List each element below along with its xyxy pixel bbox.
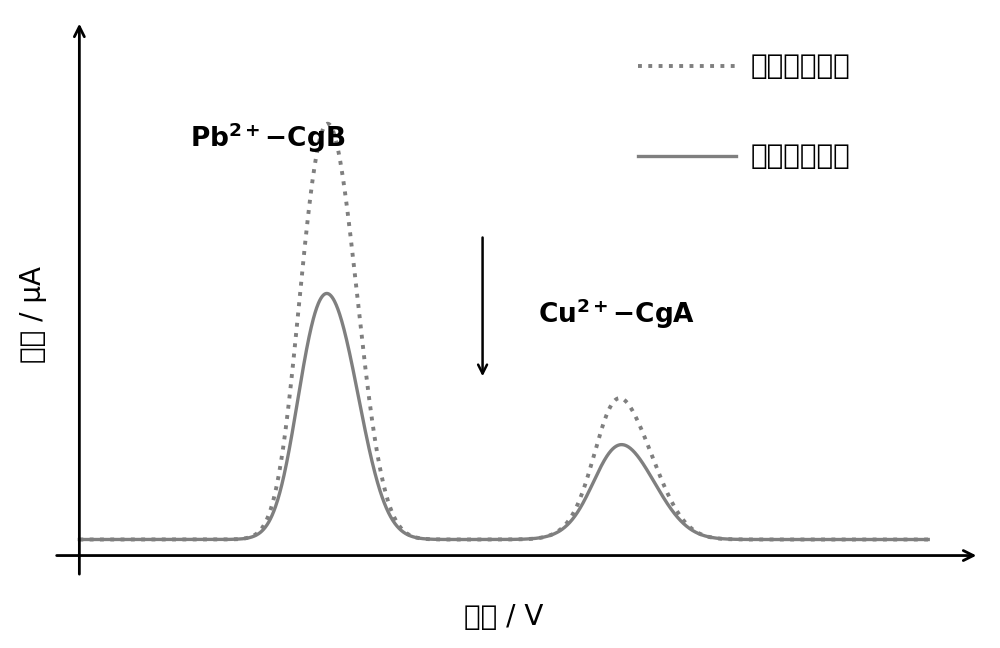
加入目标物后 (742, 535, 754, 543)
加入目标物后 (73, 536, 85, 544)
加入目标物后 (464, 536, 476, 544)
加入目标物前 (742, 536, 754, 544)
加入目标物后 (487, 536, 499, 544)
加入目标物前 (322, 120, 334, 128)
加入目标物前 (898, 536, 910, 544)
加入目标物后 (898, 536, 910, 544)
Line: 加入目标物后: 加入目标物后 (79, 294, 928, 540)
Text: 电流 / μA: 电流 / μA (19, 266, 47, 364)
加入目标物前 (922, 536, 934, 544)
Text: 加入目标物后: 加入目标物后 (750, 141, 850, 170)
Line: 加入目标物前: 加入目标物前 (79, 124, 928, 540)
加入目标物后 (117, 536, 129, 544)
加入目标物后 (898, 536, 910, 544)
加入目标物前 (117, 536, 129, 544)
加入目标物前 (898, 536, 910, 544)
加入目标物前 (73, 536, 85, 544)
Text: 加入目标物前: 加入目标物前 (750, 52, 850, 80)
加入目标物后 (922, 536, 934, 544)
加入目标物前 (464, 536, 476, 544)
加入目标物后 (321, 290, 333, 297)
Text: $\mathbf{Cu^{2+}}$$\mathbf{-CgA}$: $\mathbf{Cu^{2+}}$$\mathbf{-CgA}$ (538, 297, 695, 331)
Text: $\mathbf{Pb^{2+}}$$\mathbf{-CgB}$: $\mathbf{Pb^{2+}}$$\mathbf{-CgB}$ (190, 120, 345, 154)
加入目标物前 (487, 536, 499, 544)
Text: 电压 / V: 电压 / V (464, 603, 543, 631)
